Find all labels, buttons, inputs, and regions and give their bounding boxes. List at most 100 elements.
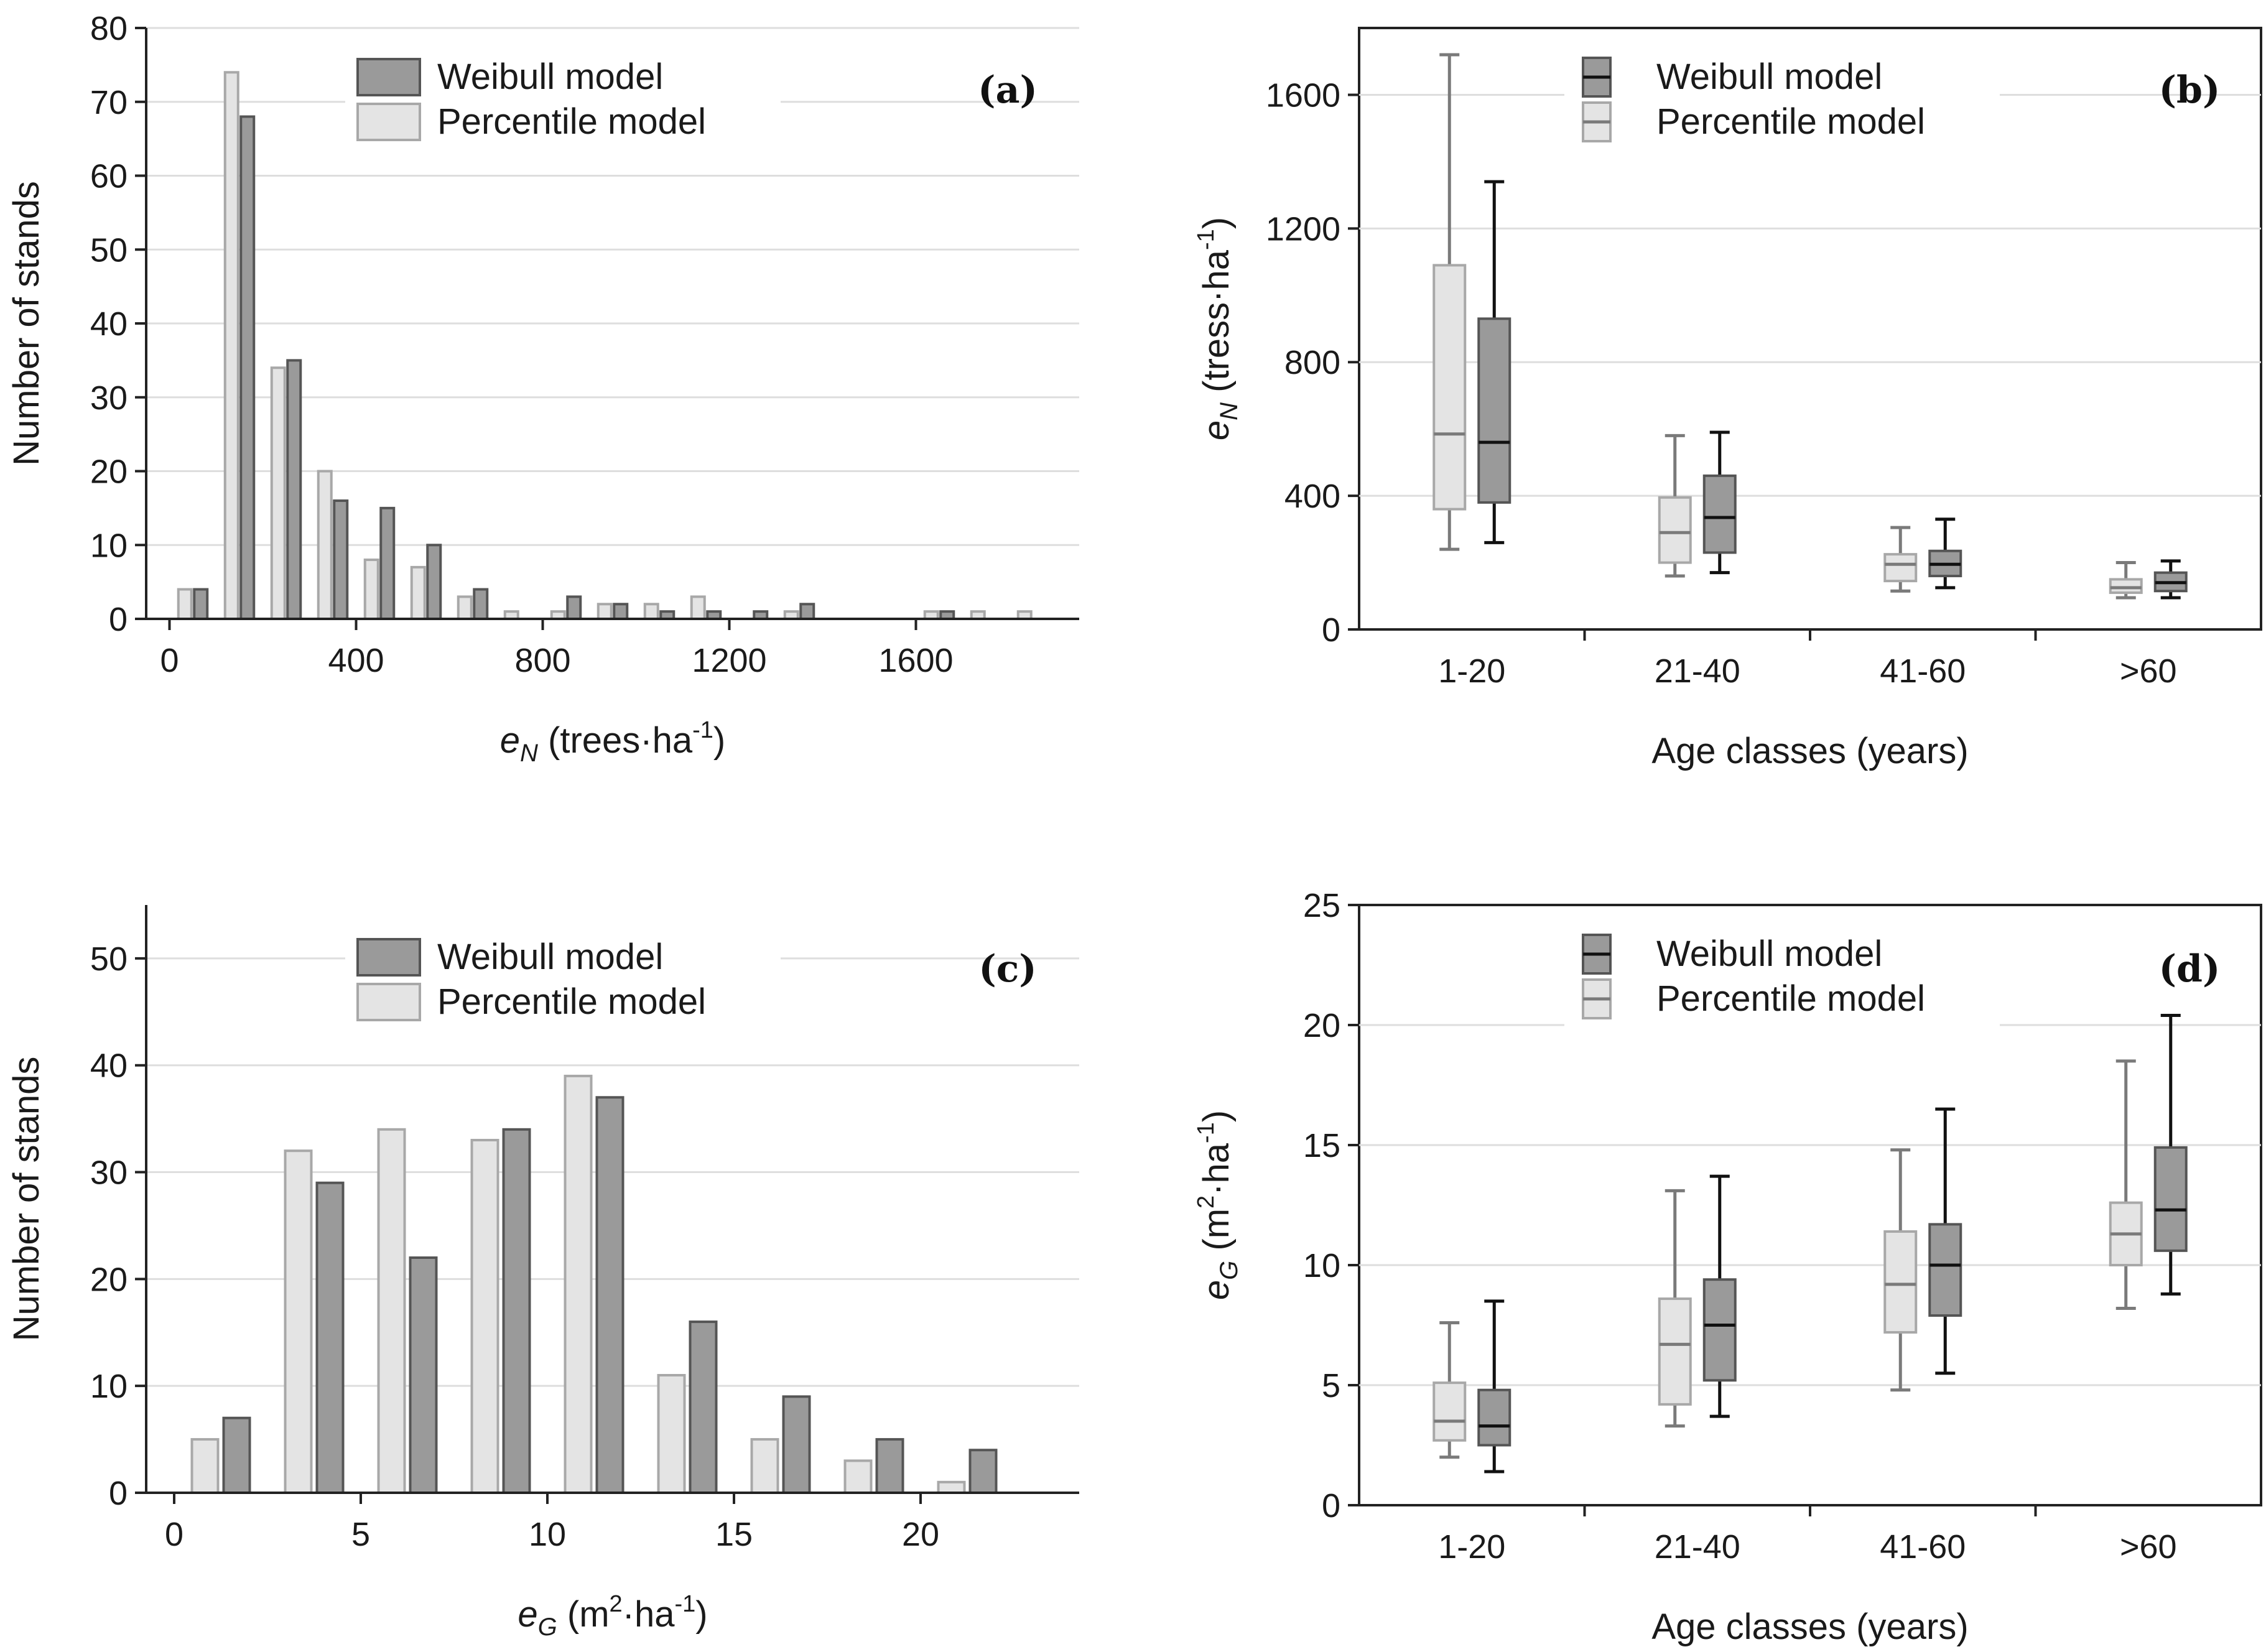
y-tick-label: 10 xyxy=(90,527,128,564)
x-label-close: ) xyxy=(695,1594,707,1635)
bar-percentile xyxy=(843,1459,873,1495)
y-tick-label: 1600 xyxy=(1266,77,1340,114)
y-tick-label: 40 xyxy=(90,305,128,343)
y-tick-label: 20 xyxy=(90,453,128,491)
x-tick-label: >60 xyxy=(2120,652,2177,690)
y-tick-label: 800 xyxy=(1284,344,1340,381)
legend-swatch-percentile xyxy=(356,103,421,141)
bar-percentile xyxy=(750,1438,779,1494)
box-percentile xyxy=(1883,1148,1918,1392)
y-axis-label: Number of stands xyxy=(6,181,47,466)
legend-label-percentile: Percentile model xyxy=(437,101,706,142)
panel-label: (d) xyxy=(2159,947,2221,991)
x-tick-label: 41-60 xyxy=(1880,652,1966,690)
x-tick-label: 41-60 xyxy=(1880,1528,1966,1566)
box-iqr xyxy=(1883,553,1918,583)
bar-weibull xyxy=(689,1320,718,1494)
y-axis-label: eN (tress·ha-1) xyxy=(1193,217,1243,440)
box-iqr xyxy=(1433,264,1467,511)
x-tick-label: 1200 xyxy=(692,642,766,679)
bar-percentile xyxy=(937,1480,966,1494)
x-axis-label: eN (trees·ha-1) xyxy=(500,717,725,767)
x-label-subscript: N xyxy=(520,740,538,767)
box-iqr xyxy=(1658,496,1692,564)
y-label-subscript: G xyxy=(1215,1261,1243,1280)
bar-percentile xyxy=(270,366,286,620)
y-label-close: ) xyxy=(1196,217,1237,229)
y-tick-label: 25 xyxy=(1303,887,1340,924)
bar-percentile xyxy=(177,588,193,620)
y-label-symbol: e xyxy=(1196,420,1237,440)
bar-weibull xyxy=(566,595,582,620)
x-label-close: ) xyxy=(713,720,725,761)
y-tick-label: 70 xyxy=(90,84,128,121)
box-weibull xyxy=(1702,1174,1737,1418)
box-iqr xyxy=(1702,1278,1737,1382)
x-tick-label: 21-40 xyxy=(1655,1528,1740,1566)
x-tick-label: 21-40 xyxy=(1655,652,1740,690)
legend-swatch-percentile xyxy=(356,983,421,1021)
legend-label-weibull: Weibull model xyxy=(437,57,663,97)
bar-percentile xyxy=(190,1438,220,1494)
bar-percentile xyxy=(317,470,333,620)
box-iqr xyxy=(1477,1388,1511,1447)
bar-percentile xyxy=(643,603,659,620)
legend-swatch-weibull xyxy=(356,58,421,96)
x-tick-label: 1600 xyxy=(878,642,953,679)
bar-percentile xyxy=(690,595,706,620)
y-tick-label: 10 xyxy=(1303,1247,1340,1284)
box-iqr xyxy=(1928,1223,1962,1317)
y-label-unit: (m xyxy=(1196,1209,1237,1261)
y-label-subscript: N xyxy=(1215,402,1243,420)
bar-weibull xyxy=(426,544,442,620)
panel-d-boxplot: 0 5 10 15 20 25 1-20 21-40 41-60 >60 Weibull model… xyxy=(1193,887,2262,1647)
legend-label-weibull: Weibull model xyxy=(437,937,663,977)
x-tick-label: 1-20 xyxy=(1438,652,1505,690)
box-percentile xyxy=(1433,1321,1467,1459)
bar-weibull xyxy=(222,1416,251,1495)
x-label-exponent: 2 xyxy=(610,1591,623,1617)
panel-b-boxplot: 0 400 800 1200 1600 1-20 21-40 41-60 >60 Weibull … xyxy=(1193,27,2262,771)
y-label-exponent-2: -1 xyxy=(1193,1122,1219,1143)
bar-percentile xyxy=(657,1374,686,1494)
box-iqr xyxy=(2153,1146,2188,1252)
legend-label-weibull: Weibull model xyxy=(1656,57,1882,97)
x-axis-label: Age classes (years) xyxy=(1651,731,1968,771)
box-iqr xyxy=(1477,317,1511,504)
bar-percentile xyxy=(377,1128,406,1495)
x-tick-label: 15 xyxy=(715,1516,753,1553)
legend-background xyxy=(1564,927,2000,1032)
panel-label: (b) xyxy=(2159,68,2221,112)
box-percentile xyxy=(1658,434,1692,578)
x-tick-label: 0 xyxy=(165,1516,183,1553)
y-tick-label: 20 xyxy=(90,1261,128,1298)
box-percentile xyxy=(1658,1189,1692,1428)
bar-weibull xyxy=(613,603,629,620)
y-tick-label: 80 xyxy=(90,10,128,47)
box-percentile xyxy=(2109,1059,2143,1310)
box-iqr xyxy=(2109,578,2143,594)
y-label-unit: (tress·ha xyxy=(1196,249,1237,402)
x-label-unit: (trees·ha xyxy=(538,720,693,761)
bar-percentile xyxy=(223,71,239,620)
legend-label-percentile: Percentile model xyxy=(437,981,706,1022)
y-tick-label: 400 xyxy=(1284,478,1340,515)
x-tick-label: >60 xyxy=(2120,1528,2177,1566)
box-percentile xyxy=(2109,561,2143,600)
bar-weibull xyxy=(473,588,489,620)
x-axis-label: eG (m2·ha-1) xyxy=(518,1591,707,1641)
bar-weibull xyxy=(875,1438,904,1494)
legend-swatch-weibull xyxy=(356,938,421,977)
y-tick-label: 50 xyxy=(90,231,128,269)
x-label-symbol: e xyxy=(500,720,520,761)
box-iqr xyxy=(1883,1230,1918,1334)
box-weibull xyxy=(1477,180,1511,544)
x-label-unit-tail: ·ha xyxy=(623,1594,676,1635)
x-label-exponent-2: -1 xyxy=(674,1591,695,1617)
bar-weibull xyxy=(799,603,815,620)
